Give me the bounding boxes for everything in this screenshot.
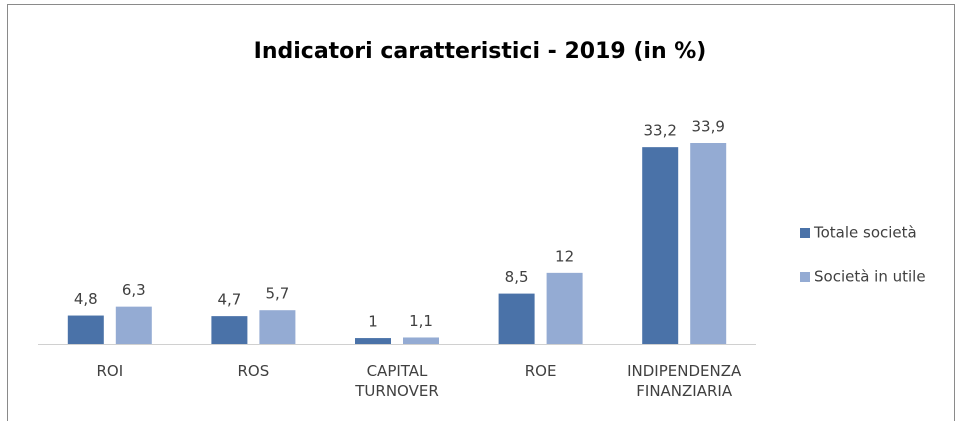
bar xyxy=(403,337,439,344)
data-label: 12 xyxy=(555,247,574,265)
data-label: 8,5 xyxy=(505,268,529,286)
data-label: 33,2 xyxy=(643,122,676,140)
legend-label: Società in utile xyxy=(814,268,926,286)
x-tick-label: CAPITAL TURNOVER xyxy=(355,362,439,400)
x-tick-label: ROE xyxy=(524,362,557,380)
data-label: 33,9 xyxy=(691,118,724,136)
data-label: 1 xyxy=(368,313,378,331)
data-label: 1,1 xyxy=(409,312,433,330)
data-label: 5,7 xyxy=(265,285,289,303)
bar xyxy=(115,306,152,344)
bar xyxy=(211,316,248,344)
legend-swatch xyxy=(800,228,810,238)
x-tick-label: INDIPENDENZA FINANZIARIA xyxy=(627,362,742,400)
bar xyxy=(259,310,296,344)
bar xyxy=(355,338,391,344)
bar xyxy=(690,143,727,344)
legend-swatch xyxy=(800,272,810,282)
chart-border xyxy=(7,4,955,421)
x-tick-label: ROI xyxy=(96,362,124,380)
bar xyxy=(642,147,679,344)
bar xyxy=(67,315,104,344)
data-label: 4,8 xyxy=(74,290,98,308)
legend-label: Totale società xyxy=(813,224,917,242)
data-label: 4,7 xyxy=(217,291,241,309)
bar xyxy=(546,272,583,344)
data-label: 6,3 xyxy=(122,281,146,299)
x-tick-label: ROS xyxy=(237,362,270,380)
chart-title: Indicatori caratteristici - 2019 (in %) xyxy=(254,39,707,64)
bar xyxy=(498,293,535,344)
